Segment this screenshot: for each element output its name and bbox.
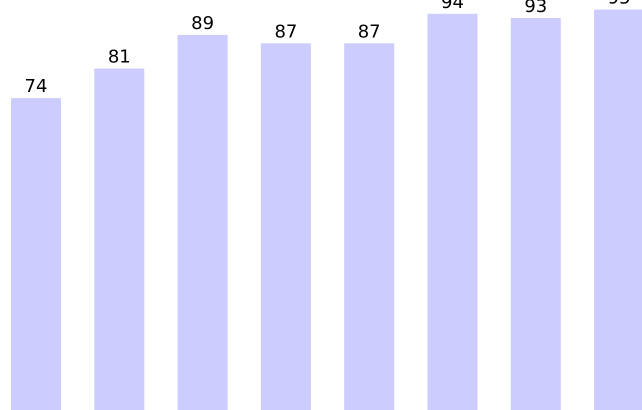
data-label-6: 94 [441,0,464,13]
data-label-2: 81 [108,47,131,68]
data-labels-group: 74 81 89 87 87 94 93 95 [25,0,631,97]
bar-1 [11,98,61,410]
bars-group [11,9,642,410]
data-label-4: 87 [274,21,297,42]
data-label-1: 74 [25,76,48,97]
bar-2 [94,68,145,410]
bar-7 [510,18,561,410]
bar-3 [177,34,228,410]
data-label-5: 87 [358,21,381,42]
bar-6 [427,13,478,410]
data-label-8: 95 [608,0,631,9]
bar-4 [260,43,311,410]
bar-8 [594,9,642,410]
data-label-7: 93 [524,0,547,17]
bar-5 [344,43,395,410]
data-label-3: 89 [191,13,214,34]
